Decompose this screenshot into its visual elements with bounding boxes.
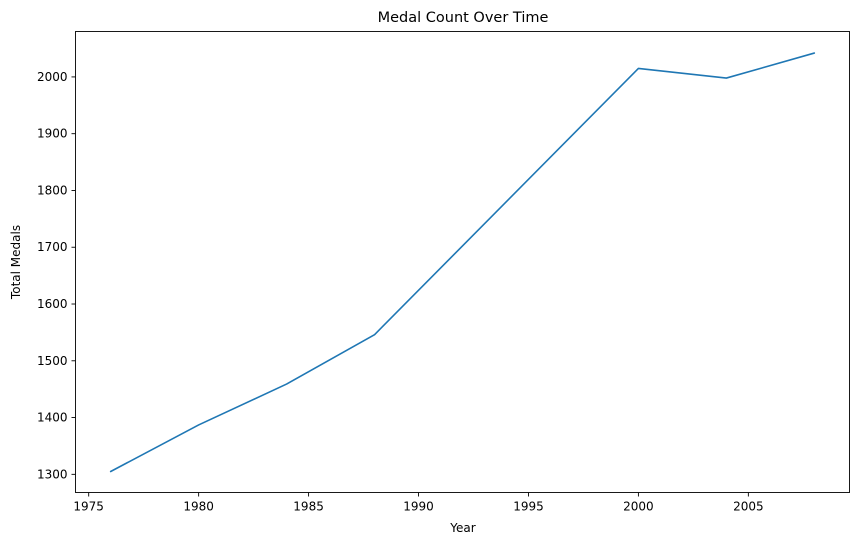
- y-tick-label: 1300: [37, 467, 68, 481]
- series-layer: [109, 52, 816, 473]
- x-axis-label: Year: [449, 521, 475, 535]
- y-tick-label: 1400: [37, 411, 68, 425]
- x-tick-label: 1995: [513, 500, 544, 514]
- x-tick-label: 1980: [183, 500, 214, 514]
- x-axis: 1975 1980 1985 1990 1995 2000 2005: [73, 492, 764, 514]
- y-tick-label: 2000: [37, 70, 68, 84]
- x-tick-label: 1975: [73, 500, 104, 514]
- x-tick-label: 1985: [293, 500, 324, 514]
- y-tick-label: 1500: [37, 354, 68, 368]
- y-axis: 1300 1400 1500 1600 1700 1800 1900 2000: [37, 70, 76, 481]
- x-tick-label: 1990: [403, 500, 434, 514]
- series-line: [109, 52, 816, 473]
- y-tick-label: 1700: [37, 240, 68, 254]
- y-tick-label: 1900: [37, 127, 68, 141]
- x-tick-label: 2005: [733, 500, 764, 514]
- x-tick-label: 2000: [623, 500, 654, 514]
- y-axis-label: Total Medals: [9, 225, 23, 300]
- chart-title: Medal Count Over Time: [378, 10, 549, 26]
- y-tick-label: 1800: [37, 183, 68, 197]
- plot-frame: [75, 31, 850, 493]
- plot-area: [75, 31, 850, 493]
- y-tick-label: 1600: [37, 297, 68, 311]
